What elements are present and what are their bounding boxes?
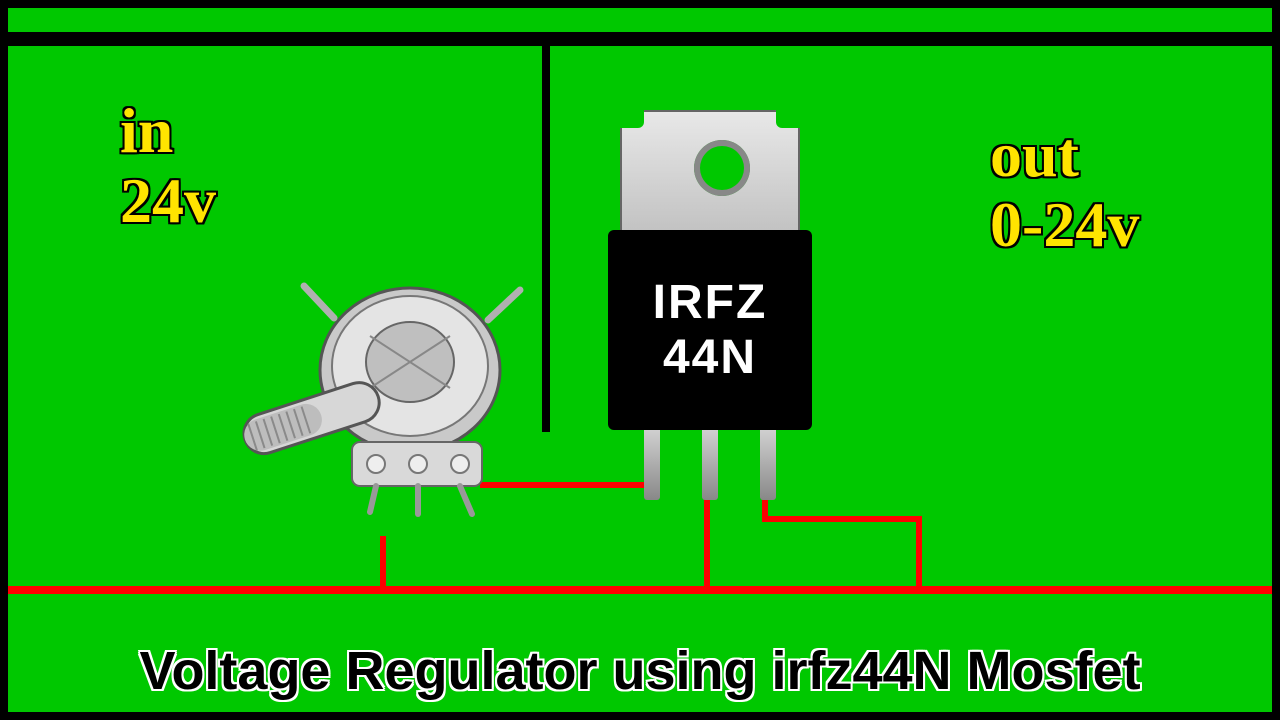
wire-top-rail bbox=[8, 32, 1272, 46]
mosfet-label-top: IRFZ bbox=[653, 275, 768, 330]
mosfet-tab-notch-left bbox=[620, 110, 644, 128]
wire-source-b bbox=[762, 516, 922, 522]
mosfet-pin-gate bbox=[644, 430, 660, 500]
mosfet-heatsink-tab bbox=[620, 110, 800, 250]
label-input: in 24v bbox=[120, 96, 216, 237]
title-caption: Voltage Regulator using irfz44N Mosfet bbox=[0, 636, 1280, 706]
wire-center-vertical bbox=[542, 32, 550, 432]
mosfet-body: IRFZ 44N bbox=[608, 230, 812, 430]
label-output: out 0-24v bbox=[990, 120, 1139, 261]
label-output-line2: 0-24v bbox=[990, 190, 1139, 260]
potentiometer bbox=[220, 260, 540, 520]
mosfet-irfz44n: IRFZ 44N bbox=[600, 110, 820, 450]
mosfet-label-bottom: 44N bbox=[663, 330, 757, 385]
wire-pot-to-rail bbox=[380, 536, 386, 588]
mosfet-tab-notch-right bbox=[776, 110, 800, 128]
wire-bottom-rail bbox=[8, 586, 1272, 594]
label-input-line1: in bbox=[120, 96, 216, 166]
diagram-canvas: in 24v out 0-24v bbox=[0, 0, 1280, 720]
potentiometer-svg bbox=[220, 260, 540, 520]
mosfet-pin-drain bbox=[702, 430, 718, 500]
wire-source-c bbox=[916, 516, 922, 592]
title-text: Voltage Regulator using irfz44N Mosfet bbox=[139, 640, 1140, 702]
label-input-line2: 24v bbox=[120, 166, 216, 236]
label-output-line1: out bbox=[990, 120, 1139, 190]
mosfet-mount-hole bbox=[694, 140, 750, 196]
mosfet-pin-source bbox=[760, 430, 776, 500]
